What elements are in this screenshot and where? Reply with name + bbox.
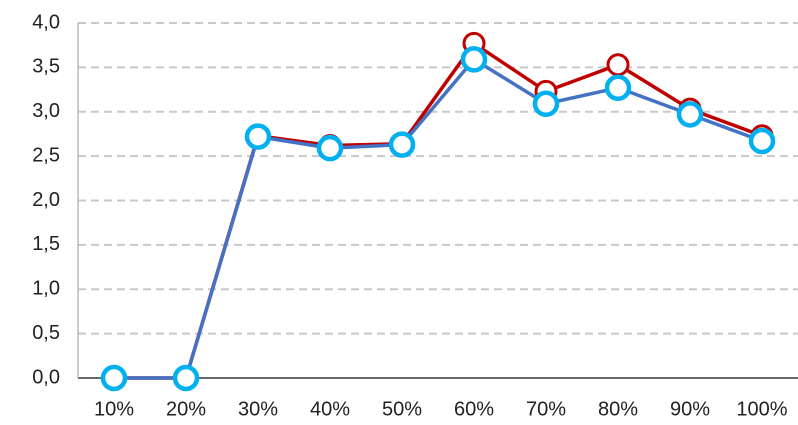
x-tick-label: 40% <box>310 398 350 420</box>
x-tick-label: 10% <box>94 398 134 420</box>
x-tick-label: 20% <box>166 398 206 420</box>
series-line <box>114 57 763 380</box>
y-tick-label: 1,5 <box>32 233 60 255</box>
y-tick-label: 3,0 <box>32 100 60 122</box>
marker <box>676 101 704 128</box>
marker <box>606 53 630 77</box>
x-tick-label: 30% <box>238 398 278 420</box>
x-tick-label: 70% <box>526 398 566 420</box>
series-line <box>114 41 763 380</box>
marker <box>172 364 200 392</box>
x-tick-label: 80% <box>598 398 638 420</box>
marker <box>388 131 416 158</box>
y-tick-label: 3,5 <box>32 56 60 78</box>
x-tick-label: 60% <box>454 398 494 420</box>
x-tick-label: 50% <box>382 398 422 420</box>
x-tick-label: 90% <box>670 398 710 420</box>
marker <box>460 46 488 73</box>
marker <box>316 134 344 162</box>
marker <box>532 90 560 118</box>
y-tick-label: 0,0 <box>32 366 60 388</box>
marker <box>748 127 776 155</box>
marker <box>604 74 632 102</box>
y-tick-label: 2,0 <box>32 189 60 211</box>
x-tick-label: 100% <box>736 398 787 420</box>
marker <box>100 364 128 392</box>
y-tick-label: 0,5 <box>32 322 60 344</box>
y-tick-label: 2,5 <box>32 144 60 166</box>
y-tick-label: 1,0 <box>32 278 60 300</box>
y-tick-label: 4,0 <box>32 11 60 33</box>
marker <box>244 123 272 150</box>
